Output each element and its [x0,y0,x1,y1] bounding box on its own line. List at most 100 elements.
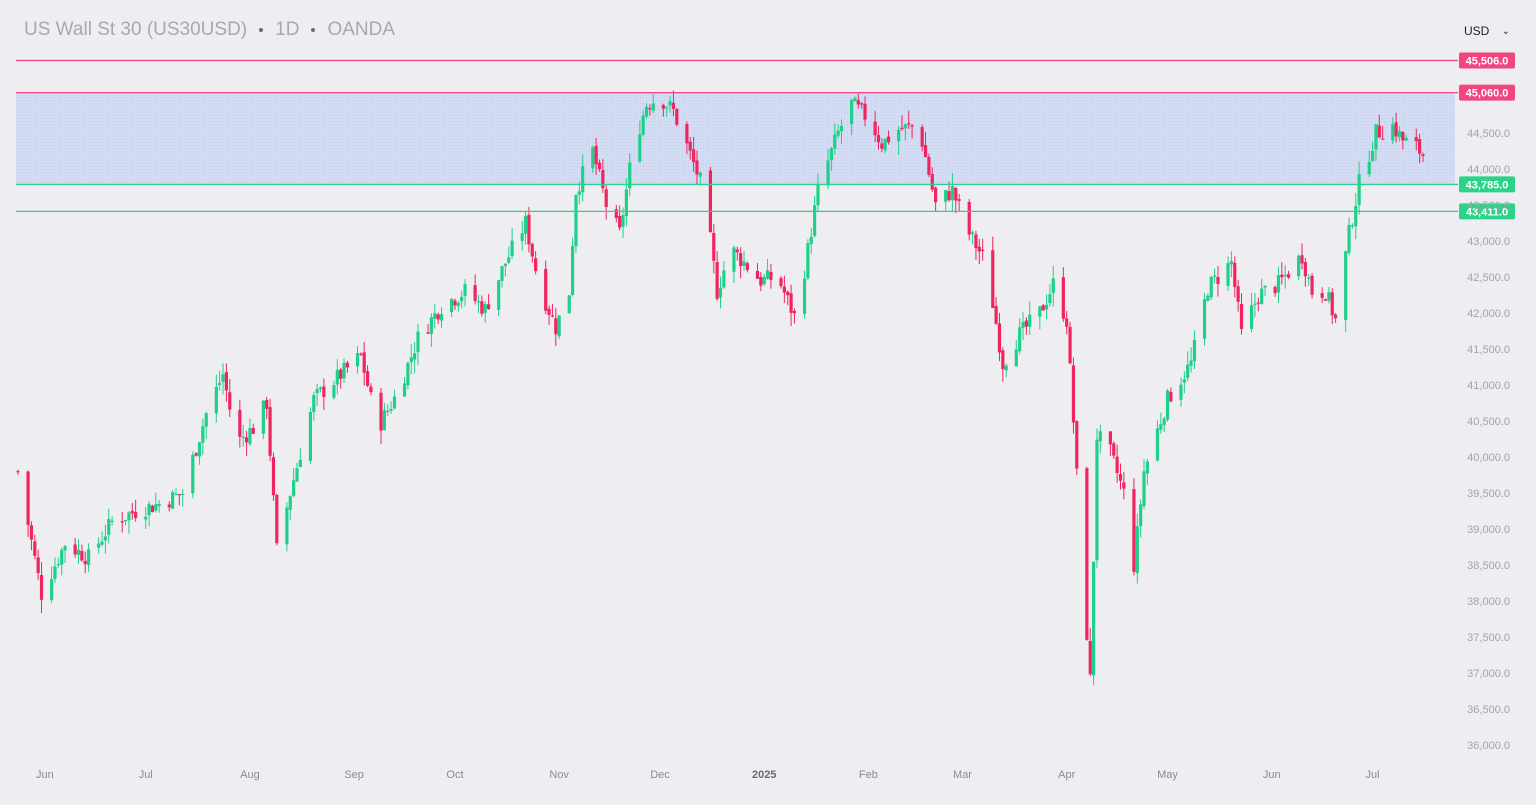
candle [224,363,228,402]
candle [651,94,655,114]
candle [614,204,618,223]
candle [335,359,339,395]
candle [712,223,716,274]
y-tick-label: 43,000.0 [1467,236,1510,248]
svg-text:45,506.0: 45,506.0 [1466,56,1509,68]
support-level-tag: 43,785.0 [1459,176,1515,193]
candle [765,258,770,280]
separator-dot-icon [311,28,316,32]
candle [406,361,410,390]
y-tick-label: 44,500.0 [1467,128,1510,140]
candle [36,549,40,580]
candle [977,238,981,265]
candle [1323,298,1328,302]
candle [1165,389,1170,422]
x-tick-label: Jun [1263,769,1281,781]
candle [318,386,323,393]
candle [1028,301,1032,335]
candle [1162,416,1166,433]
y-tick-label: 41,500.0 [1467,344,1510,356]
candle [436,312,440,324]
candle [806,239,810,281]
candle [194,452,198,457]
candle [1249,293,1254,333]
y-tick-label: 42,000.0 [1467,308,1510,320]
candle [60,547,64,576]
currency-select[interactable]: USD ⌄ [1456,18,1518,44]
candle [238,399,242,448]
candle [315,383,319,407]
candle [557,315,561,339]
candle [248,418,252,447]
svg-text:43,411.0: 43,411.0 [1466,206,1508,218]
candle [675,108,679,127]
y-tick-label: 38,500.0 [1467,560,1510,572]
candle [934,186,938,211]
candle [429,313,434,347]
candle [39,562,44,614]
candle [1283,264,1287,289]
x-tick-label: Aug [240,769,260,781]
candle [295,462,299,483]
candle [1391,117,1395,145]
currency-value: USD [1464,24,1490,38]
candle [1085,466,1089,641]
candle [648,104,652,116]
candle [886,130,891,145]
candle [591,145,595,173]
candle [1350,223,1355,229]
candle [994,297,998,325]
candle [16,469,20,475]
candle [1300,243,1304,270]
candle [604,185,608,220]
candle [813,195,817,238]
y-tick-label: 40,500.0 [1467,416,1510,428]
candle [927,153,931,177]
candle [97,537,101,554]
candle [80,544,84,562]
x-tick-label: 2025 [752,769,776,781]
candle [1068,321,1072,365]
candle [50,566,54,603]
candle [1041,303,1045,311]
candle [695,150,699,185]
interval-label[interactable]: 1D [275,19,300,40]
candle [849,99,854,136]
candle [473,274,477,305]
candle [1038,305,1042,330]
candle [742,251,746,271]
candle [86,543,91,572]
candle [76,539,81,564]
candle [150,504,155,513]
candle [873,111,877,143]
candle [802,270,807,319]
candle [1394,112,1398,143]
candle [671,90,676,117]
candle [594,138,598,175]
candle [339,367,343,389]
candle [29,521,34,551]
candle [718,276,723,309]
candle [930,167,934,193]
candle [554,308,558,347]
resistance-level-tag: 45,060.0 [1459,84,1515,101]
candle [1367,150,1371,177]
y-tick-label: 39,000.0 [1467,524,1510,536]
svg-text:45,060.0: 45,060.0 [1466,88,1509,100]
candle [685,121,689,155]
candle [1344,250,1348,333]
candle [362,341,366,386]
candle [1216,266,1220,297]
candle [1327,286,1331,304]
candle [1061,267,1065,322]
candle [1421,152,1425,163]
candle [1186,351,1190,382]
y-tick-label: 43,500.0 [1467,200,1510,212]
candle [1297,254,1301,281]
candle [507,246,511,264]
candle [534,251,538,275]
candle [1071,357,1076,434]
candle [127,511,131,534]
symbol-title: US Wall St 30 (US30USD) [24,19,248,40]
